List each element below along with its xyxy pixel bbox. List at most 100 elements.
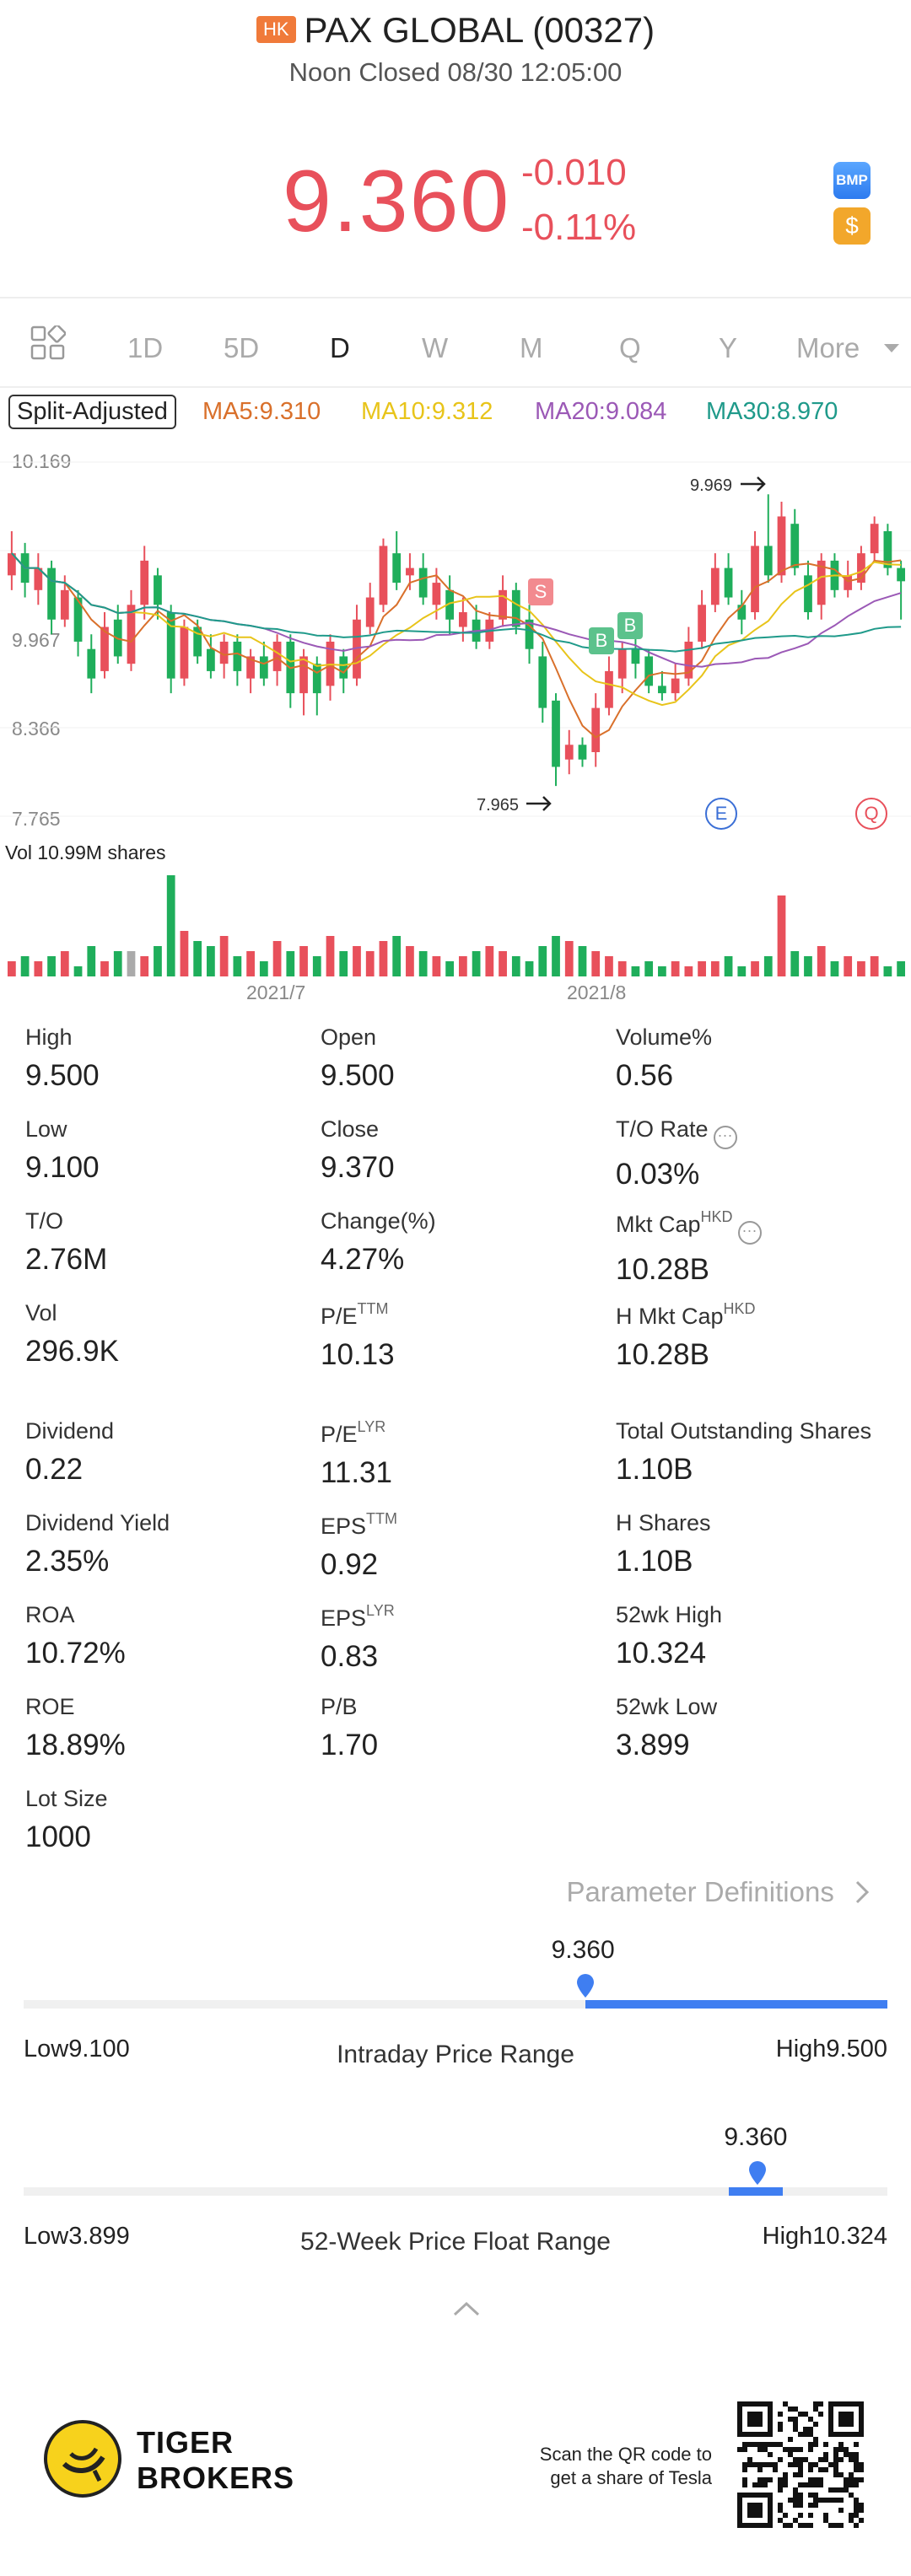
qr-module (808, 2523, 813, 2528)
more-info-icon[interactable]: ··· (713, 1126, 737, 1149)
earnings-marker[interactable]: E (705, 798, 737, 830)
qr-module (798, 2432, 803, 2437)
qr-module (859, 2477, 864, 2482)
stat-label-text: H Mkt Cap (616, 1304, 724, 1329)
qr-module (808, 2432, 813, 2437)
qr-module (838, 2498, 844, 2503)
qr-module (813, 2422, 818, 2427)
tab-y[interactable]: Y (719, 332, 738, 363)
candle-body (154, 575, 162, 605)
candle-body (897, 567, 906, 582)
volume-bar (883, 966, 892, 976)
volume-bar (365, 951, 375, 976)
qr-module (783, 2472, 788, 2477)
candle-body (790, 524, 800, 568)
qr-code[interactable] (737, 2401, 864, 2528)
stat-label: Dividend Yield (25, 1510, 170, 1535)
price-change-percent: -0.11% (521, 207, 637, 248)
stat-label: P/ETTM (321, 1300, 607, 1330)
stat-value: 2.76M (25, 1243, 108, 1276)
range-title: Intraday Price Range (337, 2041, 574, 2068)
qr-module (763, 2447, 768, 2452)
ma30-line (11, 552, 902, 653)
qr-module (793, 2447, 798, 2452)
more-info-icon[interactable]: ··· (737, 1221, 762, 1245)
tab-d[interactable]: D (330, 332, 350, 363)
qr-module (793, 2422, 798, 2427)
stat-value: 0.56 (616, 1059, 674, 1092)
qr-module (783, 2447, 788, 2452)
tab-m[interactable]: M (520, 332, 543, 363)
qr-module (793, 2462, 798, 2467)
volume-bar (60, 951, 69, 976)
qr-module (859, 2518, 864, 2523)
market-badge: HK (256, 16, 296, 43)
qr-module (803, 2427, 808, 2432)
stat-label: H Mkt CapHKD (616, 1300, 903, 1330)
stat-label: High (25, 1024, 73, 1050)
qr-module (757, 2462, 763, 2467)
qr-module (793, 2503, 798, 2508)
volume-bar (259, 961, 268, 976)
tab-q[interactable]: Q (619, 332, 641, 363)
volume-bar (605, 956, 613, 976)
qr-module (844, 2482, 849, 2487)
qr-module (742, 2482, 747, 2487)
parameter-definitions-link[interactable]: Parameter Definitions (567, 1876, 871, 1908)
qr-module (768, 2452, 773, 2457)
tab-w[interactable]: W (422, 332, 449, 363)
volume-bar (100, 961, 109, 976)
candlestick-chart[interactable] (0, 443, 911, 982)
candle-body (353, 619, 361, 679)
qr-module (808, 2447, 813, 2452)
candle-body (617, 648, 627, 679)
candle-body (671, 678, 680, 694)
split-adjusted-button[interactable]: Split-Adjusted (8, 395, 176, 429)
stat-label: ROA (25, 1602, 75, 1627)
stat-value: 9.500 (25, 1059, 100, 1092)
tab-5d[interactable]: 5D (224, 332, 260, 363)
stat-open: Open 9.500 (321, 1024, 607, 1093)
qr-module (757, 2467, 763, 2472)
stock-name: PAX GLOBAL (00327) (304, 10, 655, 50)
bmp-icon[interactable]: BMP (833, 162, 871, 199)
stat-value: 296.9K (25, 1335, 119, 1368)
tab-more[interactable]: More (796, 332, 901, 364)
location-pin-icon (576, 1974, 594, 1998)
volume-bar (857, 961, 865, 976)
range-high-label: High10.324 (762, 2223, 887, 2250)
candle-body (804, 575, 812, 613)
candle-body (870, 524, 879, 554)
qr-module (757, 2477, 763, 2482)
grid-icon[interactable] (30, 325, 66, 361)
low-annotation: 7.965 (477, 796, 520, 815)
buy-marker[interactable]: B (589, 627, 614, 654)
tiger-stripes-icon (62, 2447, 105, 2482)
stat-change-percent: Change(%) 4.27% (321, 1208, 607, 1277)
chevron-up-icon[interactable] (452, 2300, 481, 2317)
candle-body (312, 664, 321, 694)
volume-bar (897, 961, 906, 976)
candle-body (578, 745, 587, 760)
stat-label: T/O (25, 1208, 63, 1234)
current-price: 9.360 (283, 153, 511, 250)
stat-value: 18.89% (25, 1729, 126, 1761)
candle-body (406, 567, 414, 576)
qr-module (849, 2513, 854, 2518)
candle-body (418, 567, 428, 598)
qr-module (788, 2437, 793, 2442)
stat-roa: ROA 10.72% (25, 1602, 312, 1670)
tab-1d[interactable]: 1D (127, 332, 164, 363)
stat-lot-size: Lot Size 1000 (25, 1786, 312, 1854)
stat-label: P/ELYR (321, 1418, 607, 1448)
candle-body (272, 641, 282, 671)
sell-marker[interactable]: S (528, 578, 553, 605)
stat-volume-percent: Volume% 0.56 (616, 1024, 903, 1093)
tiger-logo (44, 2420, 121, 2498)
dollar-icon[interactable]: $ (833, 207, 871, 245)
qr-module (803, 2432, 808, 2437)
q-marker[interactable]: Q (855, 798, 887, 830)
stat-label: 52wk High (616, 1602, 723, 1627)
buy-marker[interactable]: B (617, 612, 643, 639)
range-fill (729, 2187, 784, 2196)
